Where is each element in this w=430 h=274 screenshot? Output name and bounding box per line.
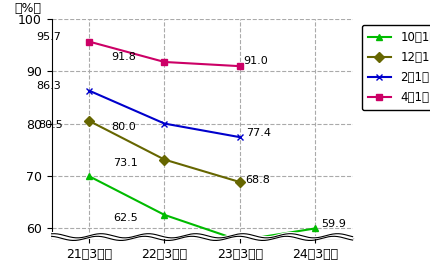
Text: 80.5: 80.5	[38, 120, 63, 130]
Text: 91.0: 91.0	[243, 56, 268, 66]
Text: 73.1: 73.1	[114, 158, 138, 168]
Text: 91.8: 91.8	[111, 52, 136, 62]
Text: 62.5: 62.5	[114, 213, 138, 223]
Y-axis label: （%）: （%）	[14, 2, 41, 15]
Text: 86.3: 86.3	[36, 81, 61, 91]
Text: 68.8: 68.8	[246, 175, 270, 185]
Text: 80.0: 80.0	[111, 122, 136, 132]
Text: 95.7: 95.7	[36, 32, 61, 42]
Text: 77.4: 77.4	[246, 128, 271, 138]
Text: 59.9: 59.9	[321, 219, 346, 229]
Legend: 10月1日, 12月1日, 2月1日, 4月1日: 10月1日, 12月1日, 2月1日, 4月1日	[362, 25, 430, 110]
Text: 57.6: 57.6	[0, 273, 1, 274]
